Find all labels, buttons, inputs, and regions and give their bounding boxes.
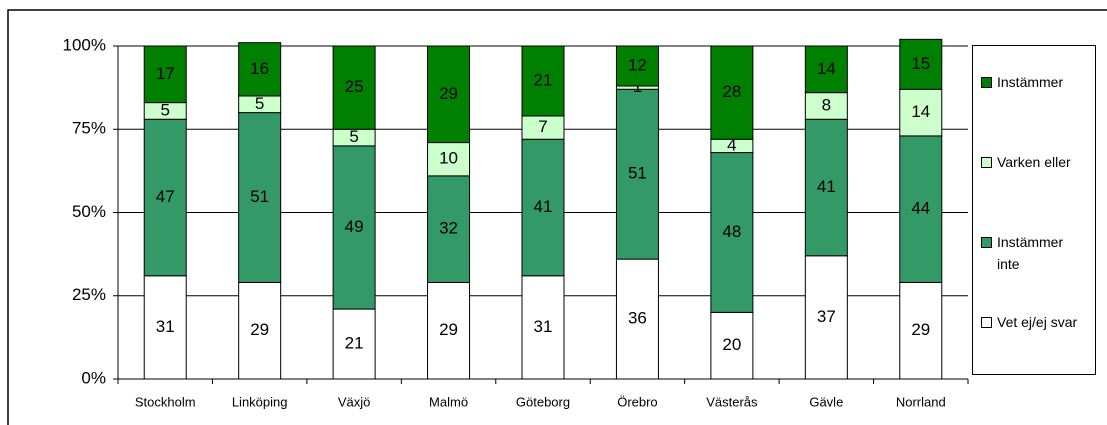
data-label: 31 <box>156 317 175 336</box>
y-tick-label: 50% <box>72 202 106 221</box>
bar-segment <box>710 152 754 313</box>
x-tick-label: Linköping <box>232 394 288 409</box>
data-label: 31 <box>534 317 553 336</box>
data-label: 20 <box>722 335 741 354</box>
y-tick-label: 75% <box>72 119 106 138</box>
data-label: 47 <box>156 187 175 206</box>
legend-swatch <box>981 77 992 88</box>
data-label: 14 <box>911 102 930 121</box>
data-label: 8 <box>822 95 831 114</box>
data-label: 29 <box>911 320 930 339</box>
legend-label: Varken eller <box>997 154 1071 170</box>
data-label: 48 <box>722 222 741 241</box>
x-tick-label: Göteborg <box>516 394 570 409</box>
bar-segment <box>143 275 187 380</box>
legend-label: Vet ej/ej svar <box>997 314 1078 330</box>
bar-segment <box>710 311 754 380</box>
y-tick-label: 25% <box>72 285 106 304</box>
legend-label: Instämmer <box>997 74 1064 90</box>
bar-segment <box>804 45 848 94</box>
data-label: 1 <box>633 77 642 96</box>
bar-segment <box>332 45 376 130</box>
legend-label: Instämmer inte <box>997 234 1064 272</box>
y-tick-label: 100% <box>63 35 106 54</box>
x-tick-label: Stockholm <box>135 394 196 409</box>
y-tick-label: 0% <box>81 368 106 387</box>
bar-segment <box>615 45 659 87</box>
data-label: 49 <box>345 217 364 236</box>
data-label: 17 <box>156 64 175 83</box>
bar-segment <box>427 142 471 177</box>
data-label: 16 <box>250 59 269 78</box>
legend: Instämmer Varken eller Instämmer inte Vet e… <box>972 45 1096 375</box>
legend-entry: Varken eller <box>981 151 1079 173</box>
legend-entry: Vet ej/ej svar <box>981 311 1079 333</box>
bar-segment <box>615 258 659 380</box>
legend-entry: Instämmer inte <box>981 231 1079 275</box>
x-tick-label: Malmö <box>429 394 468 409</box>
data-label: 37 <box>817 307 836 326</box>
data-label: 15 <box>911 54 930 73</box>
bar-segment <box>332 308 376 380</box>
data-label: 5 <box>160 100 169 119</box>
data-label: 29 <box>439 84 458 103</box>
data-label: 29 <box>439 320 458 339</box>
data-label: 12 <box>628 55 647 74</box>
data-label: 28 <box>722 82 741 101</box>
x-tick-label: Växjö <box>338 394 371 409</box>
bar-segment <box>899 38 943 90</box>
bar-segment <box>615 88 659 260</box>
x-tick-label: Örebro <box>617 394 657 409</box>
x-tick-label: Västerås <box>706 394 758 409</box>
data-label: 14 <box>817 59 836 78</box>
bar-segment <box>143 45 187 104</box>
bar-segment <box>804 255 848 380</box>
bar-segment <box>521 45 565 117</box>
data-label: 32 <box>439 219 458 238</box>
bar-segment <box>427 175 471 283</box>
data-label: 5 <box>349 127 358 146</box>
data-label: 51 <box>250 187 269 206</box>
bar-segment <box>427 45 471 144</box>
data-label: 10 <box>439 149 458 168</box>
data-label: 36 <box>628 309 647 328</box>
legend-swatch <box>981 317 992 328</box>
bar-segment <box>521 138 565 277</box>
bar-segment <box>238 42 282 97</box>
data-label: 29 <box>250 320 269 339</box>
x-tick-label: Norrland <box>896 394 946 409</box>
data-label: 5 <box>255 94 264 113</box>
chart-frame <box>7 9 1107 425</box>
bar-segment <box>143 118 187 277</box>
data-label: 21 <box>345 334 364 353</box>
legend-swatch <box>981 157 992 168</box>
data-label: 41 <box>817 177 836 196</box>
data-label: 21 <box>534 70 553 89</box>
data-label: 41 <box>534 197 553 216</box>
legend-swatch <box>981 237 992 248</box>
data-label: 7 <box>538 117 547 136</box>
x-tick-label: Gävle <box>809 394 843 409</box>
data-label: 4 <box>727 135 736 154</box>
legend-entry: Instämmer <box>981 71 1079 93</box>
data-label: 44 <box>911 199 930 218</box>
data-label: 25 <box>345 77 364 96</box>
data-label: 51 <box>628 164 647 183</box>
bar-segment <box>238 281 282 380</box>
bar-segment <box>332 145 376 310</box>
bar-segment <box>710 45 754 140</box>
